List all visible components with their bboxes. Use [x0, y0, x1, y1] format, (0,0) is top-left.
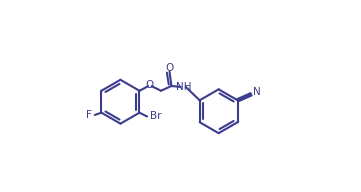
Text: N: N: [253, 87, 261, 97]
Text: O: O: [146, 80, 154, 90]
Text: O: O: [165, 63, 174, 73]
Text: NH: NH: [175, 82, 191, 92]
Text: F: F: [86, 110, 92, 120]
Text: Br: Br: [149, 112, 161, 122]
